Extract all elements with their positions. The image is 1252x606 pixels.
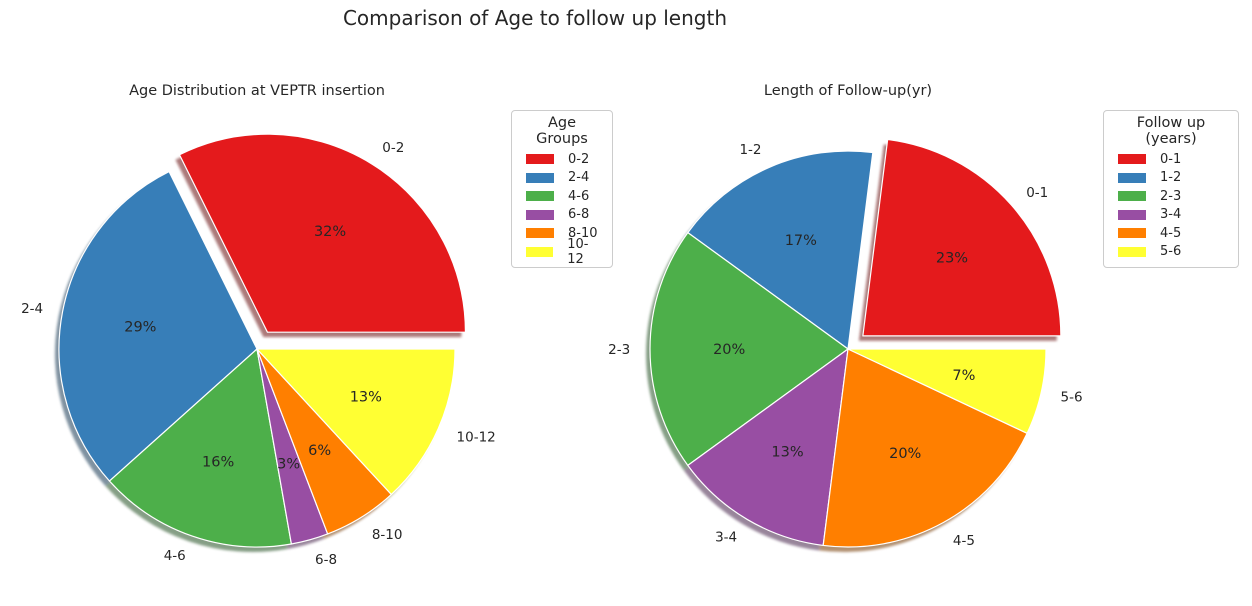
legend-entry-0-1: 0-1 bbox=[1112, 150, 1230, 169]
legend-label: 0-1 bbox=[1160, 151, 1182, 167]
pie-wedge-4-6 bbox=[108, 348, 292, 548]
legend-label: 2-3 bbox=[1160, 188, 1182, 204]
legend-label: 3-4 bbox=[1160, 207, 1182, 223]
legend-entry-2-4: 2-4 bbox=[520, 169, 604, 188]
slice-percent-4-6: 16% bbox=[202, 454, 234, 470]
slice-label-5-6: 5-6 bbox=[1061, 390, 1083, 406]
chart-title: Length of Follow-up(yr) bbox=[764, 83, 932, 99]
slice-label-8-10: 8-10 bbox=[372, 527, 403, 543]
slice-percent-0-1: 23% bbox=[936, 250, 968, 266]
slice-label-0-1: 0-1 bbox=[1026, 185, 1048, 201]
pie-wedge-10-12 bbox=[256, 348, 456, 496]
legend-entry-4-5: 4-5 bbox=[1112, 224, 1230, 243]
legend-label: 0-2 bbox=[568, 151, 590, 167]
slice-label-1-2: 1-2 bbox=[739, 142, 761, 158]
legend-entry-8-10: 8-10 bbox=[520, 224, 604, 243]
legend-entry-10-12: 10-12 bbox=[520, 237, 604, 267]
legend-label: 2-4 bbox=[568, 170, 590, 186]
legend-swatch bbox=[1118, 172, 1146, 183]
slice-percent-2-3: 20% bbox=[713, 342, 745, 358]
age-groups-legend: Age Groups 0-2 2-4 4-6 6-8 8-10 10-12 bbox=[511, 110, 613, 268]
legend-label: 5-6 bbox=[1160, 244, 1182, 260]
legend-swatch bbox=[1118, 209, 1146, 220]
legend-swatch bbox=[526, 228, 554, 239]
legend-entry-0-2: 0-2 bbox=[520, 150, 604, 169]
legend-label: 6-8 bbox=[568, 207, 590, 223]
age-distribution-chart: Age Distribution at VEPTR insertion 0-2 32… bbox=[21, 83, 496, 568]
legend-swatch bbox=[526, 172, 554, 183]
slice-label-10-12: 10-12 bbox=[457, 429, 496, 445]
legend-swatch bbox=[526, 191, 554, 202]
legend-entry-6-8: 6-8 bbox=[520, 206, 604, 225]
legend-label: 10-12 bbox=[567, 236, 589, 267]
slice-label-4-5: 4-5 bbox=[953, 533, 975, 549]
slice-percent-6-8: 3% bbox=[277, 457, 300, 473]
slice-percent-2-4: 29% bbox=[124, 320, 156, 336]
legend-entry-5-6: 5-6 bbox=[1112, 243, 1230, 262]
slice-percent-3-4: 13% bbox=[771, 444, 803, 460]
pie-wedge-3-4 bbox=[687, 348, 849, 547]
pie-wedge-5-6 bbox=[847, 348, 1047, 434]
figure-title: Comparison of Age to follow up length bbox=[342, 6, 728, 30]
legend-title: Follow up (years) bbox=[1136, 115, 1206, 147]
chart-title: Age Distribution at VEPTR insertion bbox=[129, 83, 385, 99]
legend-label: 1-2 bbox=[1160, 170, 1182, 186]
legend-swatch bbox=[526, 209, 554, 220]
slice-label-4-6: 4-6 bbox=[164, 548, 186, 564]
legend-label: 4-6 bbox=[568, 188, 590, 204]
slice-percent-0-2: 32% bbox=[314, 224, 346, 240]
legend-entry-1-2: 1-2 bbox=[1112, 169, 1230, 188]
follow-up-length-chart: Length of Follow-up(yr) 0-1 23% 1-2 17% 2-3 20… bbox=[608, 83, 1083, 553]
legend-swatch bbox=[1118, 191, 1146, 202]
legend-label: 4-5 bbox=[1160, 225, 1182, 241]
slice-percent-4-5: 20% bbox=[889, 446, 921, 462]
legend-swatch bbox=[1118, 246, 1146, 257]
legend-entry-4-6: 4-6 bbox=[520, 187, 604, 206]
slice-percent-1-2: 17% bbox=[785, 233, 817, 249]
slice-label-2-3: 2-3 bbox=[608, 342, 630, 358]
slice-label-0-2: 0-2 bbox=[382, 140, 404, 156]
pie-wedge-4-5 bbox=[822, 348, 1028, 548]
legend-swatch bbox=[1118, 154, 1146, 165]
legend-swatch bbox=[526, 246, 554, 257]
slice-label-2-4: 2-4 bbox=[21, 301, 43, 317]
pie-wedge-2-3 bbox=[649, 232, 849, 466]
legend-title: Age Groups bbox=[536, 115, 588, 147]
slice-percent-8-10: 6% bbox=[308, 443, 331, 459]
legend-label: 8-10 bbox=[568, 225, 598, 241]
pie-wedge-2-4 bbox=[58, 170, 258, 482]
pie-wedge-1-2 bbox=[687, 150, 874, 350]
slice-percent-10-12: 13% bbox=[350, 390, 382, 406]
slice-percent-5-6: 7% bbox=[952, 368, 975, 384]
legend-entry-2-3: 2-3 bbox=[1112, 187, 1230, 206]
slice-label-3-4: 3-4 bbox=[715, 529, 737, 545]
legend-entry-3-4: 3-4 bbox=[1112, 206, 1230, 225]
slice-label-6-8: 6-8 bbox=[315, 552, 337, 568]
legend-swatch bbox=[1118, 228, 1146, 239]
pie-wedge-0-1 bbox=[862, 138, 1062, 337]
pie-wedge-0-2 bbox=[178, 133, 467, 333]
follow-up-legend: Follow up (years) 0-1 1-2 2-3 3-4 4-5 5-6 bbox=[1103, 110, 1239, 268]
legend-swatch bbox=[526, 154, 554, 165]
